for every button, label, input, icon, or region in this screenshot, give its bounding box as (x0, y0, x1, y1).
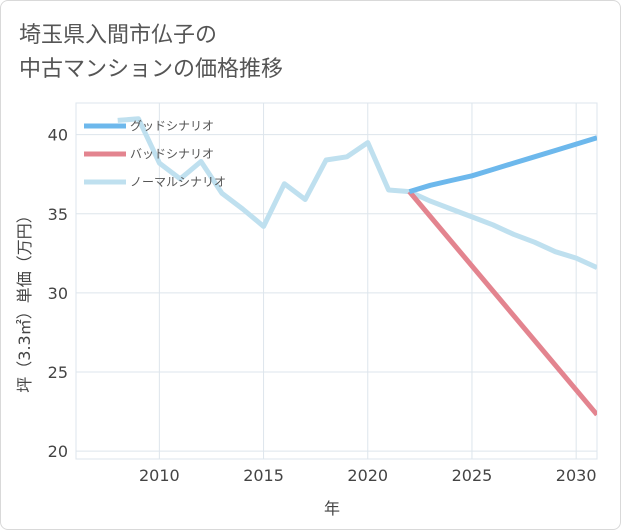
y-tick-label-35: 35 (48, 205, 68, 224)
chart-title-line-1: 埼玉県入間市仏子の (19, 23, 218, 48)
y-tick-label-40: 40 (48, 126, 68, 145)
legend-label-0: グッドシナリオ (130, 119, 214, 133)
grid-lines (75, 102, 598, 460)
series-line-1 (407, 189, 597, 417)
y-tick-label-20: 20 (48, 442, 68, 461)
x-tick-label-2020: 2020 (347, 466, 388, 485)
series-line-0 (408, 135, 597, 194)
legend-label-2: ノーマルシナリオ (130, 175, 226, 189)
series-line-2 (117, 116, 597, 270)
chart-title: 埼玉県入間市仏子の 中古マンションの価格推移 (19, 19, 283, 87)
x-tick-label-2010: 2010 (139, 466, 180, 485)
x-tick-label-2025: 2025 (452, 466, 493, 485)
x-axis-label: 年 (324, 499, 340, 518)
series-lines (117, 116, 597, 417)
y-tick-label-25: 25 (48, 363, 68, 382)
y-tick-label-30: 30 (48, 284, 68, 303)
y-axis-label: 坪（3.3㎡）単価（万円） (15, 207, 34, 392)
chart-title-line-2: 中古マンションの価格推移 (19, 57, 284, 82)
plot-border (75, 102, 598, 460)
x-tick-label-2015: 2015 (243, 466, 284, 485)
legend-label-1: バッドシナリオ (130, 147, 214, 161)
x-tick-label-2030: 2030 (556, 466, 597, 485)
